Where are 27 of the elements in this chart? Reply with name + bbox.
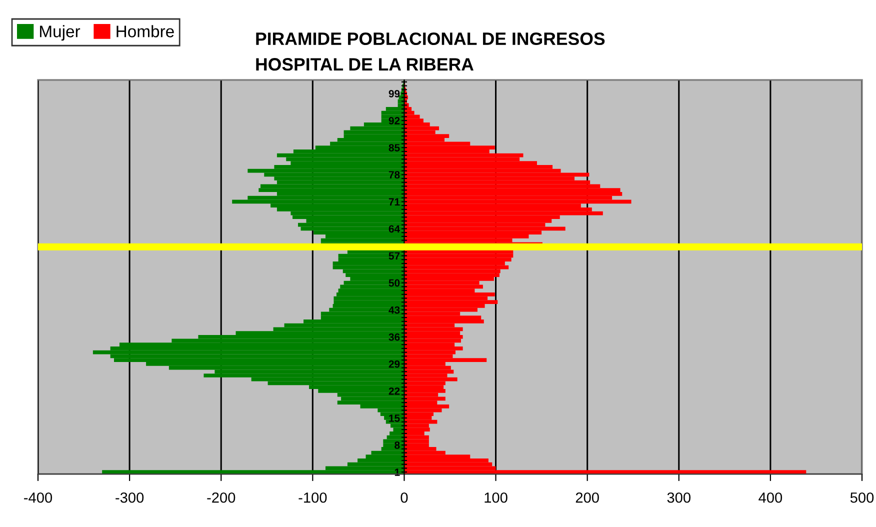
x-tick-label: -100 bbox=[298, 492, 327, 503]
x-tick-label: 300 bbox=[667, 492, 690, 503]
x-tick-label: 100 bbox=[484, 492, 508, 503]
x-tick-label: 0 bbox=[400, 492, 408, 503]
x-tick-label: -300 bbox=[116, 492, 144, 503]
y-tick-label: 22 bbox=[388, 387, 400, 395]
x-tick-label: -400 bbox=[24, 492, 52, 503]
y-tick-label: 92 bbox=[388, 117, 400, 124]
x-tick-label: 400 bbox=[758, 492, 782, 503]
x-tick-label: 200 bbox=[576, 492, 599, 503]
y-tick-label: 36 bbox=[388, 333, 400, 341]
y-tick-label: 78 bbox=[388, 171, 400, 179]
y-tick-label: 64 bbox=[388, 225, 400, 233]
legend-label: Hombre bbox=[116, 25, 174, 38]
y-tick-label: 43 bbox=[388, 306, 400, 314]
y-tick-label: 57 bbox=[388, 252, 400, 260]
legend-label: Mujer bbox=[40, 25, 80, 41]
y-tick-label: 85 bbox=[388, 144, 400, 152]
x-tick-label: -200 bbox=[207, 492, 236, 503]
y-tick-label: 8 bbox=[394, 442, 400, 449]
y-tick-label: 50 bbox=[388, 279, 400, 287]
chart-title: PIRAMIDE POBLACIONAL DE INGRESOS HOSPITAL DE LA RIBERA bbox=[256, 32, 605, 71]
x-tick-label: 500 bbox=[850, 492, 874, 503]
y-tick-label: 71 bbox=[388, 198, 400, 206]
y-tick-label: 15 bbox=[389, 414, 400, 422]
y-tick-label: 29 bbox=[388, 360, 400, 368]
y-tick-label: 99 bbox=[388, 90, 400, 98]
